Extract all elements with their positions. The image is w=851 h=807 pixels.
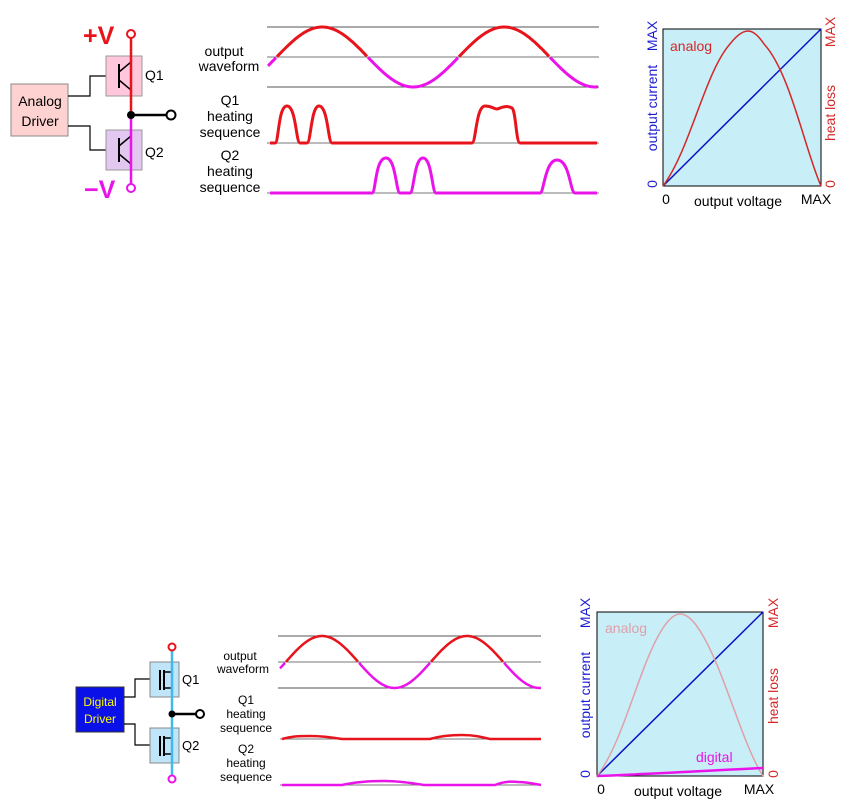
analog-q2-collector <box>118 153 132 165</box>
digital-output-waveform-negative <box>279 661 542 690</box>
analog-q2-label: Q2 <box>145 144 164 160</box>
analog-y-right-label: heat loss <box>822 85 838 141</box>
digital-q1heat-label-2: heating <box>226 707 265 721</box>
analog-q2heat-label-2: heating <box>207 163 253 179</box>
digital-driver-label-1: Digital <box>83 695 116 709</box>
digital-y-right-zero: 0 <box>765 770 781 778</box>
digital-y-left-zero: 0 <box>577 770 593 778</box>
analog-wave-label-1: output <box>205 43 244 59</box>
analog-y-right-zero: 0 <box>822 180 838 188</box>
analog-driver-label-1: Analog <box>18 93 62 109</box>
digital-x-zero: 0 <box>597 781 605 797</box>
digital-x-label: output voltage <box>634 783 722 799</box>
analog-wave-label-2: waveform <box>198 58 260 74</box>
digital-driver-label-2: Driver <box>84 712 116 726</box>
analog-positive-rail-label: +V <box>83 22 115 50</box>
analog-panel: Analog Driver +V −V <box>10 16 838 209</box>
analog-y-left-max: MAX <box>644 20 660 51</box>
analog-q1-emitter <box>118 79 132 91</box>
analog-driver-wire-q2 <box>68 125 118 151</box>
analog-q1heat-label-3: sequence <box>200 124 261 140</box>
digital-q1heat-label-3: sequence <box>220 721 272 735</box>
digital-x-max: MAX <box>744 781 775 797</box>
analog-driver-box <box>10 83 69 137</box>
analog-driver-label-2: Driver <box>21 113 59 129</box>
analog-q2heat-label-3: sequence <box>200 179 261 195</box>
analog-positive-terminal <box>126 29 136 39</box>
analog-current-line <box>662 28 822 187</box>
digital-q2heat-label-2: heating <box>226 756 265 770</box>
digital-panel: Digital Driver Q1 Q2 <box>75 597 781 799</box>
analog-x-label: output voltage <box>694 193 782 209</box>
analog-q2-emitter <box>118 135 132 147</box>
analog-y-left-zero: 0 <box>644 180 660 188</box>
analog-q2-heating-sequence <box>270 156 597 195</box>
digital-waveforms <box>278 634 542 787</box>
digital-negative-terminal <box>167 774 177 784</box>
digital-curve-label-analog: analog <box>605 620 647 636</box>
analog-q1heat-label-1: Q1 <box>221 92 240 108</box>
analog-q1heat-label-2: heating <box>207 108 253 124</box>
digital-q1heat-label-1: Q1 <box>238 693 254 707</box>
analog-curve-label: analog <box>670 38 712 54</box>
analog-waveform-labels: output waveform Q1 heating sequence Q2 h… <box>198 43 261 195</box>
analog-q1-label: Q1 <box>145 67 164 83</box>
analog-x-zero: 0 <box>662 191 670 207</box>
analog-y-left-label: output current <box>644 65 660 151</box>
digital-q1-heating-sequence <box>281 733 541 741</box>
digital-q2-label: Q2 <box>182 738 199 753</box>
digital-driver-box <box>75 686 125 733</box>
digital-driver-wire-q2 <box>124 723 160 746</box>
digital-analog-heat-curve <box>596 613 764 777</box>
analog-output-node <box>127 111 135 119</box>
digital-output-node <box>168 710 176 718</box>
digital-q2heat-label-1: Q2 <box>238 742 254 756</box>
digital-q2-heating-sequence <box>282 779 542 787</box>
analog-negative-rail-label: −V <box>84 176 116 204</box>
analog-circuit: Analog Driver +V −V <box>10 22 177 204</box>
digital-y-right-max: MAX <box>765 597 781 628</box>
analog-y-right-max: MAX <box>822 16 838 47</box>
analog-x-max: MAX <box>801 191 832 207</box>
analog-q1-box <box>105 55 143 97</box>
digital-heat-graph: analog digital 0 output voltage MAX outp… <box>577 597 781 799</box>
digital-y-left-max: MAX <box>577 597 593 628</box>
digital-q1-label: Q1 <box>182 672 199 687</box>
analog-q1-heating-sequence <box>270 104 597 145</box>
analog-q2-box <box>105 129 143 171</box>
analog-heat-graph: analog 0 output voltage MAX output curre… <box>644 16 838 209</box>
digital-circuit: Digital Driver Q1 Q2 <box>75 642 205 784</box>
digital-curve-label-digital: digital <box>696 749 733 765</box>
analog-output-waveform-positive <box>275 25 551 58</box>
digital-wave-label-2: waveform <box>216 662 269 676</box>
analog-output-terminal <box>165 109 177 121</box>
digital-wave-label-1: output <box>223 649 257 663</box>
analog-heat-curve <box>662 30 822 187</box>
digital-y-right-label: heat loss <box>765 668 781 724</box>
digital-y-left-label: output current <box>577 652 593 738</box>
digital-output-terminal <box>195 709 205 719</box>
digital-driver-wire-q1 <box>124 678 160 698</box>
digital-q2heat-label-3: sequence <box>220 770 272 784</box>
digital-heat-curve <box>596 766 764 778</box>
analog-q2heat-label-1: Q2 <box>221 147 240 163</box>
digital-waveform-labels: output waveform Q1 heating sequence Q2 h… <box>216 649 272 784</box>
analog-q1-collector <box>118 61 132 73</box>
analog-output-waveform-negative <box>266 56 599 89</box>
digital-positive-terminal <box>167 642 177 652</box>
digital-current-line <box>596 611 764 777</box>
analog-driver-wire-q1 <box>68 75 118 97</box>
analog-waveforms <box>266 25 599 195</box>
digital-output-waveform-positive <box>285 634 504 663</box>
analog-negative-terminal <box>126 183 136 193</box>
